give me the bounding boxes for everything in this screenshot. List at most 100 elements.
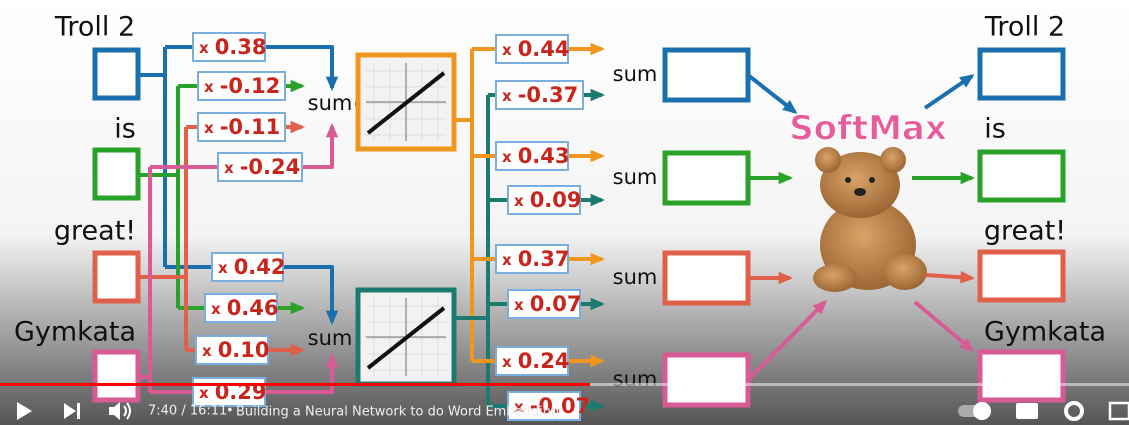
weight-box <box>195 335 269 365</box>
output-word: is <box>984 114 1006 145</box>
weight-value: 0.24 <box>518 349 570 373</box>
output-sum-box <box>662 250 751 306</box>
subtitles-button[interactable] <box>1016 403 1038 419</box>
arrow-head <box>290 343 305 357</box>
weight-box <box>204 293 278 323</box>
output-sum-box <box>662 150 751 206</box>
output-box <box>977 149 1066 203</box>
teddy-bear <box>883 254 927 290</box>
connector <box>265 356 334 394</box>
arrow-head <box>590 297 605 311</box>
weight-label: x 0.37 <box>502 247 570 271</box>
arrow-head <box>590 354 605 368</box>
volume-button[interactable] <box>109 402 120 420</box>
time-display: 7:40 / 16:11 <box>148 404 227 419</box>
connector <box>302 126 334 169</box>
multiply-sign: x <box>502 251 512 269</box>
next-button[interactable] <box>64 403 76 419</box>
weight-value: 0.07 <box>530 292 582 316</box>
multiply-sign: x <box>502 87 512 105</box>
multiply-sign: x <box>202 342 212 360</box>
output-word: Troll 2 <box>984 12 1065 43</box>
weight-label: x 0.24 <box>502 349 570 373</box>
arrow-head <box>590 42 605 56</box>
output-box <box>977 47 1066 101</box>
weight-value: 0.09 <box>530 188 582 212</box>
weight-box <box>495 244 569 274</box>
weight-box <box>495 34 569 64</box>
bear-eye <box>869 177 875 183</box>
separator: • <box>226 404 234 419</box>
weight-value: 0.38 <box>215 35 267 59</box>
chapter-arrow: › <box>527 403 532 418</box>
weight-value: -0.24 <box>240 155 301 179</box>
weight-box <box>495 141 569 171</box>
sum-label: sum <box>613 62 658 86</box>
weight-box <box>507 185 581 215</box>
output-sum-box <box>662 47 751 103</box>
arrow-head <box>590 252 605 266</box>
weight-value: -0.07 <box>530 394 591 418</box>
next-button-bar <box>77 403 80 419</box>
teddy-bear <box>815 147 841 173</box>
input-box <box>92 250 141 304</box>
weight-box <box>495 80 584 110</box>
input-box <box>92 47 141 101</box>
arrow-head <box>325 310 339 325</box>
weight-value: 0.10 <box>218 338 270 362</box>
weight-box <box>495 346 569 376</box>
settings-button[interactable] <box>1064 401 1084 421</box>
arrow-head <box>959 337 975 352</box>
weight-label: x 0.09 <box>514 188 582 212</box>
output-box <box>977 349 1066 403</box>
weight-value: -0.37 <box>518 83 579 107</box>
weight-box <box>507 391 581 421</box>
teddy-bear <box>880 147 906 173</box>
weight-value: 0.43 <box>518 144 570 168</box>
arrow-head <box>959 74 975 88</box>
weight-label: x 0.43 <box>502 144 570 168</box>
connector <box>283 265 334 322</box>
arrow-head <box>960 171 975 185</box>
arrow-head <box>590 193 605 207</box>
softmax-label: SoftMax <box>789 109 947 149</box>
output-box <box>977 249 1066 303</box>
arrow-head <box>590 399 605 413</box>
autoplay-knob <box>973 402 991 420</box>
progress-played[interactable] <box>0 383 590 386</box>
weight-label: x -0.07 <box>514 394 590 418</box>
multiply-sign: x <box>204 119 214 137</box>
weight-box <box>197 112 286 142</box>
output-word: great! <box>984 216 1066 247</box>
arrow-head <box>778 171 793 185</box>
input-box <box>92 349 141 403</box>
weight-value: 0.46 <box>227 296 279 320</box>
weight-box <box>217 152 303 182</box>
multiply-sign: x <box>514 192 524 210</box>
input-word: Troll 2 <box>54 12 135 43</box>
weight-label: x 0.46 <box>211 296 279 320</box>
weight-box <box>192 377 266 407</box>
connector <box>746 300 827 382</box>
bear-nose <box>854 188 866 196</box>
arrow-head <box>290 79 305 93</box>
multiply-sign: x <box>502 41 512 59</box>
weight-value: 0.42 <box>234 255 286 279</box>
arrow-head <box>782 100 798 114</box>
weight-box <box>211 252 284 282</box>
arrow-head <box>778 271 793 285</box>
arrow-head <box>812 299 828 315</box>
input-word: Gymkata <box>14 317 136 348</box>
arrow-head <box>590 88 605 102</box>
multiply-sign: x <box>199 384 209 402</box>
play-button[interactable] <box>17 402 32 420</box>
weight-label: x 0.10 <box>202 338 270 362</box>
chapter-title[interactable]: Building a Neural Network to do Word Emb… <box>236 405 559 420</box>
output-word: Gymkata <box>984 317 1106 348</box>
weight-label: x -0.37 <box>502 83 578 107</box>
weight-value: -0.11 <box>220 115 281 139</box>
multiply-sign: x <box>502 353 512 371</box>
multiply-sign: x <box>199 39 209 57</box>
miniplayer-button[interactable] <box>1108 401 1129 421</box>
